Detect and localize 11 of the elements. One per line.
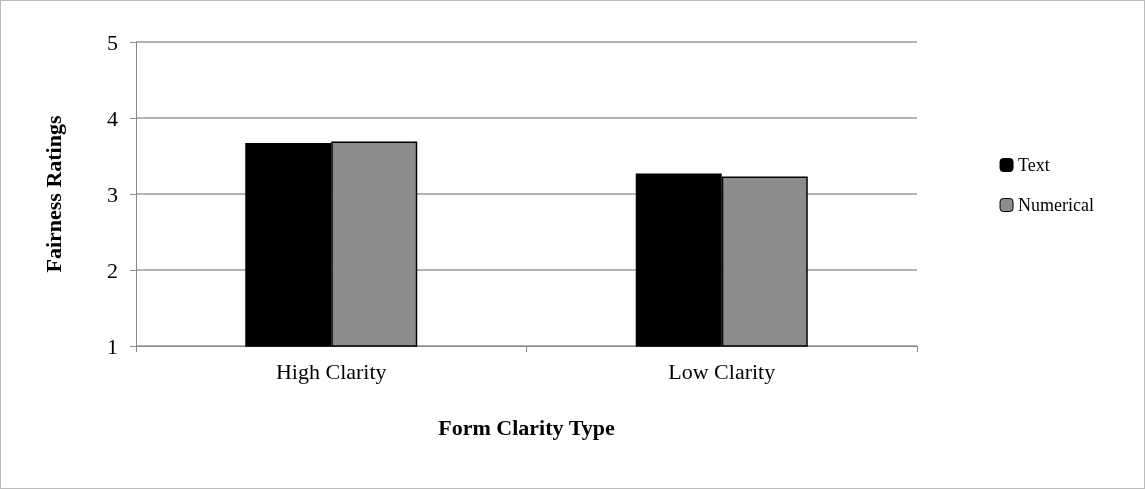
y-tick-label: 2 bbox=[107, 257, 118, 283]
y-axis-title: Fairness Ratings bbox=[40, 115, 66, 273]
y-tick-label: 1 bbox=[107, 333, 118, 359]
x-tick-label: High Clarity bbox=[275, 358, 387, 384]
y-tick-label: 5 bbox=[107, 29, 118, 55]
legend-label: Text bbox=[1018, 155, 1050, 175]
x-tick-label: Low Clarity bbox=[668, 358, 776, 384]
y-tick-label: 3 bbox=[107, 181, 118, 207]
legend-label: Numerical bbox=[1018, 195, 1094, 215]
x-axis-title: Form Clarity Type bbox=[438, 414, 615, 440]
y-tick-label: 4 bbox=[107, 105, 118, 131]
